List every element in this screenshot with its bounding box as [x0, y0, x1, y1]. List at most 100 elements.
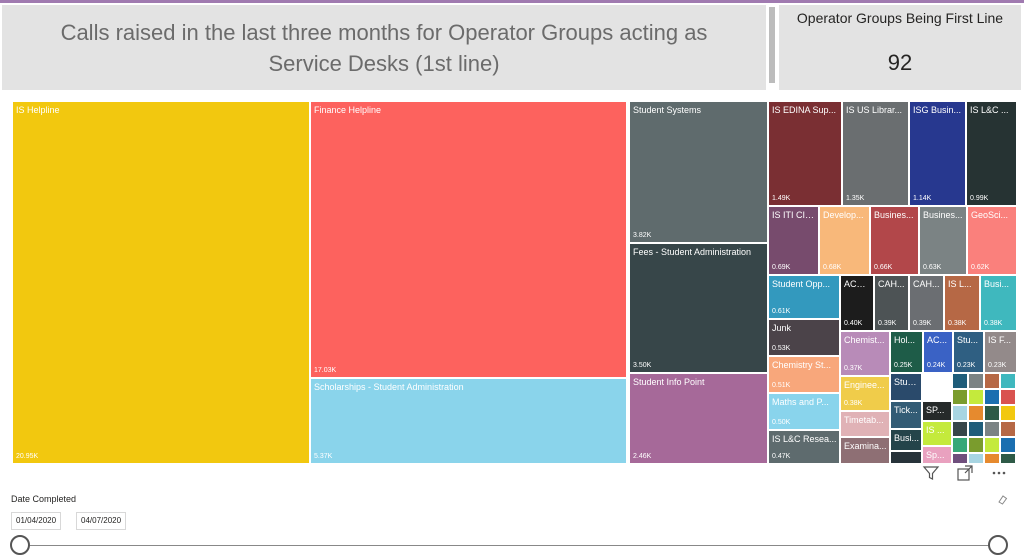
treemap-cell-value: 2.46K: [633, 453, 652, 460]
treemap-small-tile[interactable]: [1017, 454, 1019, 465]
treemap-small-tile[interactable]: [1001, 422, 1017, 438]
treemap-cell-label: Chemistry St...: [772, 360, 832, 370]
treemap-small-tile[interactable]: [985, 454, 1001, 465]
focus-mode-icon[interactable]: [954, 464, 976, 486]
treemap-cell[interactable]: Chemistry St... 0.51K: [769, 357, 841, 394]
treemap-small-tile[interactable]: [985, 390, 1001, 406]
treemap-cell[interactable]: GeoSci... 0.62K: [968, 207, 1018, 276]
treemap-cell[interactable]: IS EDINA Sup... 1.49K: [769, 102, 843, 207]
treemap-cell[interactable]: CAH... 0.39K: [875, 276, 910, 332]
treemap-cell[interactable]: Busi... 0.38K: [981, 276, 1018, 332]
treemap-cell[interactable]: Hol... 0.25K: [891, 332, 924, 374]
treemap-small-tile[interactable]: [1017, 406, 1019, 422]
treemap-small-tile[interactable]: [953, 374, 969, 390]
treemap-cell[interactable]: Sp...: [923, 447, 953, 465]
treemap-cell[interactable]: Scholarships - Student Administration 5.3…: [311, 379, 628, 465]
treemap-cell[interactable]: Student Systems 3.82K: [630, 102, 769, 244]
treemap-cell-label: SP...: [926, 405, 945, 415]
treemap-cell[interactable]: Student Info Point 2.46K: [630, 374, 769, 465]
treemap-cell[interactable]: IS ...: [923, 422, 953, 447]
treemap-cell[interactable]: Enginee... 0.38K: [841, 377, 891, 412]
treemap-small-tile[interactable]: [1017, 438, 1019, 454]
treemap-cell[interactable]: IS Helpline 20.95K: [13, 102, 311, 465]
end-date-input[interactable]: 04/07/2020: [76, 512, 127, 530]
slicer-title: Date Completed: [11, 494, 77, 504]
treemap-cell[interactable]: Busines... 0.66K: [871, 207, 920, 276]
treemap-cell[interactable]: Timetab...: [841, 412, 891, 438]
treemap-small-tile[interactable]: [953, 406, 969, 422]
treemap-cell[interactable]: Busi...: [891, 430, 923, 452]
treemap-cell-label: Sp...: [926, 450, 945, 460]
treemap-cell[interactable]: Finance Helpline 17.03K: [311, 102, 628, 379]
treemap-small-tile[interactable]: [1001, 454, 1017, 465]
treemap-cell-label: Busi...: [894, 433, 919, 443]
slider-track[interactable]: [20, 545, 998, 546]
treemap-small-tile[interactable]: [1001, 438, 1017, 454]
treemap-small-tile[interactable]: [953, 438, 969, 454]
treemap-small-tile[interactable]: [969, 374, 985, 390]
filter-icon[interactable]: [920, 464, 942, 486]
slider-start-handle[interactable]: [10, 535, 30, 555]
treemap-cell[interactable]: Develop... 0.68K: [820, 207, 871, 276]
treemap-small-tile[interactable]: [969, 406, 985, 422]
treemap-cell-label: Finance Helpline: [314, 105, 382, 115]
treemap-cell-label: IS L&C Resea...: [772, 434, 837, 444]
treemap-cell[interactable]: IS F... 0.23K: [985, 332, 1018, 374]
treemap-cell[interactable]: IS US Librar... 1.35K: [843, 102, 910, 207]
treemap-cell[interactable]: Maths and P... 0.50K: [769, 394, 841, 431]
treemap-cell-value: 0.68K: [823, 264, 842, 271]
start-date-input[interactable]: 01/04/2020: [11, 512, 62, 530]
treemap-cell-label: IS US Librar...: [846, 105, 903, 115]
treemap-cell[interactable]: CAH... 0.39K: [910, 276, 945, 332]
treemap-cell-value: 0.39K: [913, 320, 932, 327]
treemap-cell-label: IS L...: [948, 279, 972, 289]
treemap-chart[interactable]: IS Helpline 20.95K Finance Helpline 17.03K S…: [13, 102, 1019, 465]
treemap-cell[interactable]: Fees - Student Administration 3.50K: [630, 244, 769, 374]
treemap-cell-label: Stu...: [957, 335, 979, 345]
treemap-cell-label: CAH...: [913, 279, 940, 289]
treemap-small-tile[interactable]: [953, 454, 969, 465]
treemap-small-tile[interactable]: [985, 406, 1001, 422]
treemap-small-tile[interactable]: [969, 422, 985, 438]
treemap-small-tile[interactable]: [1001, 390, 1017, 406]
treemap-cell[interactable]: IS L... 0.38K: [945, 276, 981, 332]
treemap-small-tile[interactable]: [985, 422, 1001, 438]
treemap-cell[interactable]: Stu... 0.23K: [954, 332, 985, 374]
treemap-cell[interactable]: IS L&C Resea... 0.47K: [769, 431, 841, 465]
treemap-cell[interactable]: ISG Busin... 1.14K: [910, 102, 967, 207]
treemap-small-tile[interactable]: [969, 390, 985, 406]
treemap-cell[interactable]: Chemist... 0.37K: [841, 332, 891, 377]
treemap-cell[interactable]: Examina...: [841, 438, 891, 465]
treemap-small-tile[interactable]: [985, 374, 1001, 390]
slider-end-handle[interactable]: [988, 535, 1008, 555]
treemap-cell[interactable]: IS ITI CIS... 0.69K: [769, 207, 820, 276]
more-options-icon[interactable]: [988, 464, 1010, 486]
treemap-small-tile[interactable]: [969, 454, 985, 465]
eraser-icon[interactable]: [997, 494, 1008, 508]
treemap-cell[interactable]: Stud...: [891, 374, 923, 402]
treemap-small-tile[interactable]: [1001, 406, 1017, 422]
treemap-small-tile[interactable]: [985, 438, 1001, 454]
treemap-cell[interactable]: Student Opp... 0.61K: [769, 276, 841, 320]
treemap-cell[interactable]: AC... 0.24K: [924, 332, 954, 374]
treemap-cell[interactable]: Junk 0.53K: [769, 320, 841, 357]
kpi-value: 92: [887, 50, 913, 75]
treemap-small-tile[interactable]: [953, 422, 969, 438]
treemap-cell[interactable]: Busines... 0.63K: [920, 207, 968, 276]
treemap-cell-label: IS EDINA Sup...: [772, 105, 837, 115]
treemap-small-tile[interactable]: [953, 390, 969, 406]
treemap-cell[interactable]: IS L&C ... 0.99K: [967, 102, 1018, 207]
treemap-cell[interactable]: Tick...: [891, 402, 923, 430]
treemap-small-tile[interactable]: [1017, 422, 1019, 438]
treemap-cell-label: Tick...: [894, 405, 918, 415]
treemap-cell-value: 0.51K: [772, 382, 791, 389]
treemap-small-tile[interactable]: [969, 438, 985, 454]
top-accent-bar: [0, 0, 1024, 3]
treemap-small-tile[interactable]: [1017, 390, 1019, 406]
treemap-cell-label: Fees - Student Administration: [633, 247, 752, 257]
treemap-small-tile[interactable]: [1017, 374, 1019, 390]
treemap-small-tile[interactable]: [1001, 374, 1017, 390]
treemap-cell[interactable]: ACE ... 0.40K: [841, 276, 875, 332]
treemap-cell[interactable]: [891, 452, 923, 465]
treemap-cell[interactable]: SP...: [923, 402, 953, 422]
